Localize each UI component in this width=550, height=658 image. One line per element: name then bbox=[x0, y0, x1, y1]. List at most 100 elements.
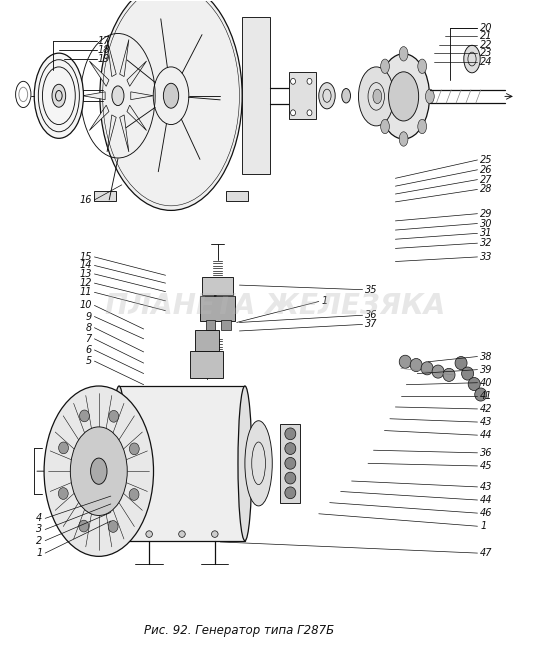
Ellipse shape bbox=[129, 443, 139, 455]
Text: 13: 13 bbox=[79, 269, 92, 279]
Ellipse shape bbox=[399, 47, 408, 61]
Ellipse shape bbox=[285, 487, 296, 499]
Polygon shape bbox=[131, 92, 153, 99]
Ellipse shape bbox=[399, 355, 411, 368]
Polygon shape bbox=[89, 61, 109, 86]
Text: 14: 14 bbox=[79, 261, 92, 270]
Polygon shape bbox=[226, 191, 248, 201]
Text: 15: 15 bbox=[79, 252, 92, 262]
Ellipse shape bbox=[307, 78, 312, 84]
Bar bbox=[190, 351, 223, 378]
Ellipse shape bbox=[426, 89, 434, 103]
Ellipse shape bbox=[381, 59, 389, 74]
Text: 1: 1 bbox=[480, 521, 486, 531]
Polygon shape bbox=[119, 386, 245, 541]
Text: 39: 39 bbox=[480, 365, 493, 374]
Ellipse shape bbox=[399, 132, 408, 146]
Text: 40: 40 bbox=[480, 378, 493, 388]
Ellipse shape bbox=[34, 53, 84, 138]
Text: Рис. 92. Генератор типа Г287Б: Рис. 92. Генератор типа Г287Б bbox=[144, 624, 334, 637]
Ellipse shape bbox=[245, 420, 272, 506]
Ellipse shape bbox=[79, 520, 89, 532]
Ellipse shape bbox=[91, 458, 107, 484]
Ellipse shape bbox=[112, 86, 124, 105]
Ellipse shape bbox=[290, 78, 295, 84]
Text: 6: 6 bbox=[85, 345, 92, 355]
Ellipse shape bbox=[212, 531, 218, 538]
Text: 33: 33 bbox=[480, 252, 493, 262]
Ellipse shape bbox=[109, 411, 119, 422]
Text: 47: 47 bbox=[480, 548, 493, 558]
Text: 27: 27 bbox=[480, 174, 493, 185]
Text: 36: 36 bbox=[480, 448, 493, 458]
Text: 23: 23 bbox=[480, 48, 493, 58]
Ellipse shape bbox=[112, 386, 126, 541]
Bar bbox=[202, 276, 233, 295]
Ellipse shape bbox=[373, 89, 382, 103]
Ellipse shape bbox=[455, 357, 467, 370]
Text: 10: 10 bbox=[79, 301, 92, 311]
Bar bbox=[221, 320, 230, 330]
Text: 28: 28 bbox=[480, 184, 493, 194]
Text: 46: 46 bbox=[480, 508, 493, 518]
Ellipse shape bbox=[163, 84, 179, 108]
Ellipse shape bbox=[475, 388, 487, 401]
Ellipse shape bbox=[58, 488, 68, 499]
Text: 1: 1 bbox=[322, 297, 328, 307]
Bar bbox=[242, 17, 270, 174]
Text: 2: 2 bbox=[36, 536, 42, 545]
Ellipse shape bbox=[44, 386, 153, 557]
Text: 45: 45 bbox=[480, 461, 493, 471]
Text: 32: 32 bbox=[480, 238, 493, 248]
Text: 24: 24 bbox=[480, 57, 493, 66]
Text: 4: 4 bbox=[36, 513, 42, 523]
Text: 35: 35 bbox=[365, 285, 378, 295]
Text: 18: 18 bbox=[97, 45, 109, 55]
Polygon shape bbox=[82, 92, 105, 99]
Text: 7: 7 bbox=[85, 334, 92, 344]
Text: 11: 11 bbox=[79, 288, 92, 297]
Text: 19: 19 bbox=[97, 54, 109, 64]
Polygon shape bbox=[120, 39, 129, 76]
Text: 29: 29 bbox=[480, 209, 493, 218]
Ellipse shape bbox=[179, 531, 185, 538]
Text: 12: 12 bbox=[79, 278, 92, 288]
Text: 41: 41 bbox=[480, 391, 493, 401]
Bar bbox=[200, 296, 235, 321]
Ellipse shape bbox=[464, 45, 480, 73]
Ellipse shape bbox=[285, 428, 296, 440]
Ellipse shape bbox=[70, 427, 127, 515]
Polygon shape bbox=[107, 39, 116, 76]
Ellipse shape bbox=[319, 83, 335, 109]
Text: 5: 5 bbox=[85, 356, 92, 366]
Ellipse shape bbox=[461, 367, 474, 380]
Text: 22: 22 bbox=[480, 39, 493, 49]
Text: 20: 20 bbox=[480, 22, 493, 33]
Text: 17: 17 bbox=[97, 36, 109, 45]
Ellipse shape bbox=[59, 442, 68, 454]
Ellipse shape bbox=[100, 0, 242, 211]
Polygon shape bbox=[95, 191, 116, 201]
Text: 3: 3 bbox=[36, 524, 42, 534]
Text: 31: 31 bbox=[480, 228, 493, 238]
Bar bbox=[195, 330, 219, 351]
Polygon shape bbox=[120, 115, 129, 152]
Text: 44: 44 bbox=[480, 430, 493, 440]
Text: 8: 8 bbox=[85, 322, 92, 333]
Polygon shape bbox=[127, 61, 146, 86]
Text: 21: 21 bbox=[480, 31, 493, 41]
Polygon shape bbox=[127, 105, 146, 130]
Ellipse shape bbox=[378, 54, 430, 139]
Ellipse shape bbox=[388, 72, 419, 121]
Text: 43: 43 bbox=[480, 482, 493, 492]
Ellipse shape bbox=[342, 89, 350, 103]
Ellipse shape bbox=[108, 520, 118, 532]
Ellipse shape bbox=[307, 110, 312, 116]
Ellipse shape bbox=[410, 359, 422, 372]
Ellipse shape bbox=[285, 472, 296, 484]
Ellipse shape bbox=[359, 67, 394, 126]
Ellipse shape bbox=[418, 59, 427, 74]
Ellipse shape bbox=[443, 368, 455, 382]
Text: 42: 42 bbox=[480, 404, 493, 414]
Ellipse shape bbox=[146, 531, 152, 538]
